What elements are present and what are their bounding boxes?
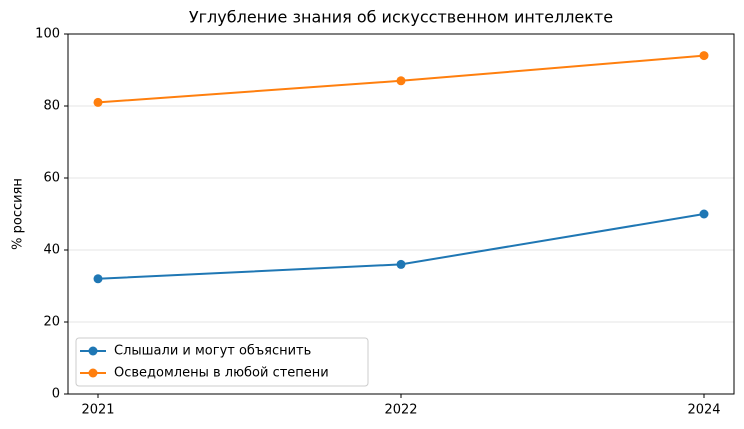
legend-marker — [88, 346, 98, 356]
x-tick-label: 2021 — [81, 403, 114, 418]
marker — [699, 209, 709, 219]
marker — [396, 76, 406, 86]
y-tick-label: 20 — [43, 315, 60, 330]
chart-title: Углубление знания об искусственном интел… — [189, 8, 613, 27]
marker — [699, 51, 709, 61]
marker — [396, 259, 406, 269]
x-tick-label: 2024 — [687, 403, 720, 418]
y-tick-label: 60 — [43, 171, 60, 186]
y-tick-label: 40 — [43, 243, 60, 258]
y-tick-label: 80 — [43, 99, 60, 114]
marker — [93, 274, 103, 284]
x-tick-label: 2022 — [384, 403, 417, 418]
y-tick-label: 0 — [52, 387, 60, 402]
legend-label: Осведомлены в любой степени — [114, 366, 329, 381]
marker — [93, 97, 103, 107]
legend-marker — [88, 368, 98, 378]
y-tick-label: 100 — [35, 27, 60, 42]
legend-label: Слышали и могут объяснить — [114, 344, 311, 359]
legend-box — [75, 337, 369, 387]
line — [97, 213, 705, 280]
y-axis-label: % россиян — [11, 178, 26, 250]
